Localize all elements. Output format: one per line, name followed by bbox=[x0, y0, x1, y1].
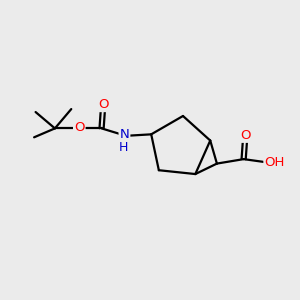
Text: OH: OH bbox=[264, 156, 285, 169]
Text: H: H bbox=[118, 141, 128, 154]
Text: O: O bbox=[240, 129, 250, 142]
Text: N: N bbox=[120, 128, 129, 140]
Text: O: O bbox=[74, 121, 85, 134]
Text: O: O bbox=[98, 98, 108, 111]
